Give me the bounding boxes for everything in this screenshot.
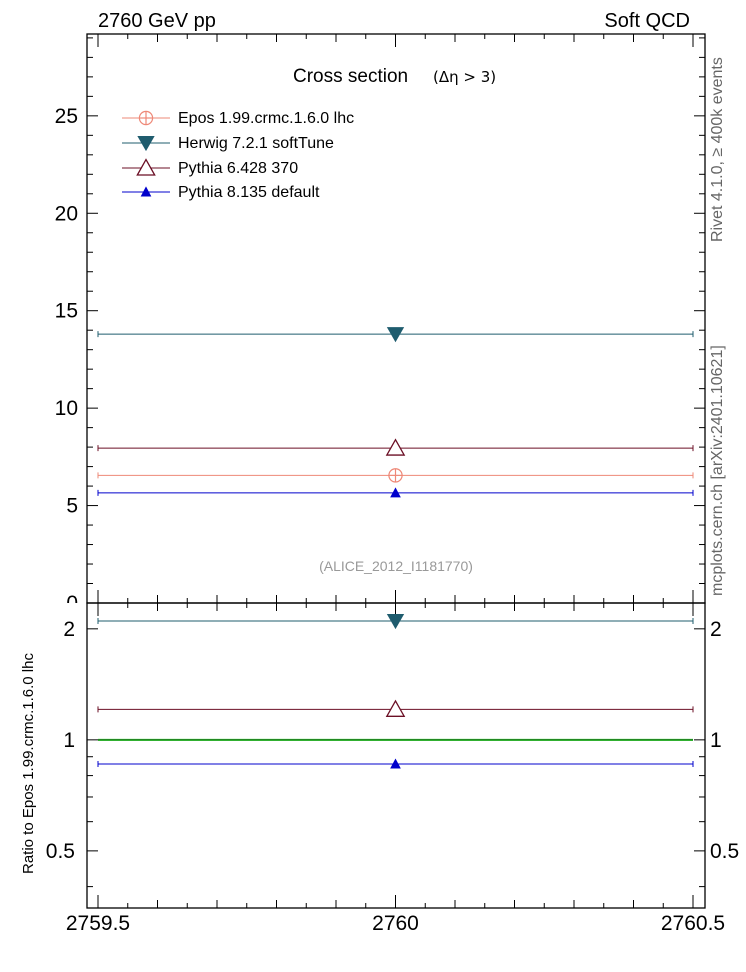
- legend-entry-pythia6: Pythia 6.428 370: [178, 160, 298, 177]
- ratio-y-axis-label: Ratio to Epos 1.99.crmc.1.6.0 lhc: [20, 653, 37, 874]
- plot-title-suffix: (Δη > 3): [433, 68, 496, 86]
- main-y-axis: 5 10 15 20 25 0: [55, 37, 705, 615]
- main-series-layer: [97, 327, 694, 498]
- main-y-tick-label: 10: [55, 397, 78, 420]
- legend-marker-pythia8: [140, 186, 152, 197]
- main-y-tick-label-zero: 0: [66, 592, 78, 615]
- legend-label-pythia8: Pythia 8.135 default: [178, 184, 320, 201]
- ratio-y-tick-label-right: 1: [710, 729, 722, 752]
- header-energy-label: 2760 GeV pp: [98, 10, 216, 32]
- header-category-label: Soft QCD: [604, 10, 690, 32]
- ratio-point-pythia8: [390, 758, 401, 769]
- legend-label-pythia6: Pythia 6.428 370: [178, 160, 298, 177]
- ratio-plot-frame: [86, 602, 706, 909]
- legend-marker-pythia6: [136, 158, 156, 176]
- ratio-y-tick-label-right: 0.5: [710, 840, 739, 863]
- main-point-herwig: [386, 327, 405, 343]
- main-point-pythia8: [390, 487, 401, 498]
- main-y-tick-label: 20: [55, 202, 78, 225]
- ratio-y-axis: 0.5 0.5 1 1 2 2: [46, 618, 739, 888]
- plot-title: Cross section: [293, 66, 408, 87]
- x-tick-label: 2759.5: [66, 912, 130, 935]
- ratio-y-tick-label: 1: [63, 729, 75, 752]
- ratio-series-layer: [97, 614, 694, 769]
- ratio-y-tick-label: 2: [63, 618, 75, 641]
- ratio-point-herwig: [386, 614, 405, 630]
- main-y-tick-label: 25: [55, 105, 78, 128]
- legend-label-epos: Epos 1.99.crmc.1.6.0 lhc: [178, 110, 354, 127]
- main-point-epos: [388, 468, 403, 483]
- ratio-y-tick-label-right: 2: [710, 618, 722, 641]
- mcplots-reference-label: mcplots.cern.ch [arXiv:2401.10621]: [709, 345, 726, 596]
- ratio-y-tick-label: 0.5: [46, 840, 75, 863]
- legend-entry-epos: Epos 1.99.crmc.1.6.0 lhc: [178, 110, 354, 127]
- main-point-pythia6: [385, 438, 406, 456]
- x-tick-label: 2760.5: [661, 912, 725, 935]
- legend-entry-pythia8: Pythia 8.135 default: [178, 184, 320, 201]
- x-axis: 2759.5 2760 2760.5: [66, 34, 725, 935]
- analysis-label: (ALICE_2012_I1181770): [319, 558, 473, 574]
- legend-label-herwig: Herwig 7.2.1 softTune: [178, 135, 334, 152]
- ratio-point-pythia6: [385, 699, 406, 717]
- x-tick-label: 2760: [372, 912, 419, 935]
- legend-entry-herwig: Herwig 7.2.1 softTune: [178, 135, 334, 152]
- legend: Epos 1.99.crmc.1.6.0 lhc Herwig 7.2.1 so…: [122, 110, 354, 201]
- legend-marker-epos: [138, 110, 154, 126]
- rivet-version-label: Rivet 4.1.0, ≥ 400k events: [709, 57, 726, 242]
- legend-marker-herwig: [137, 136, 155, 152]
- main-y-tick-label: 5: [66, 495, 78, 518]
- main-y-tick-label: 15: [55, 300, 78, 323]
